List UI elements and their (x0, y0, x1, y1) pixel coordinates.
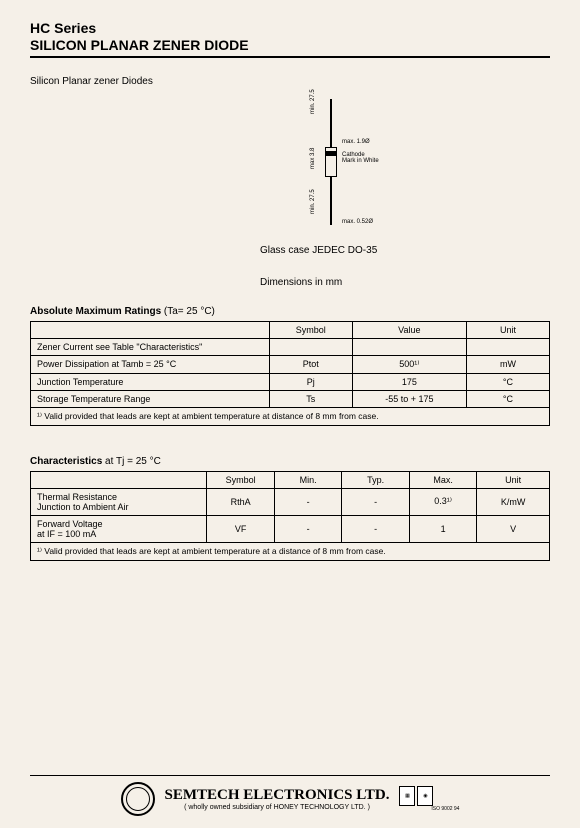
diagram-cathode-band (325, 151, 337, 156)
char-symbol: RthA (207, 488, 274, 515)
char-min: - (274, 488, 341, 515)
characteristics-title-text: Characteristics (30, 456, 102, 467)
cert-badge-icon: ▦ (399, 786, 415, 806)
table-row: Thermal Resistance Junction to Ambient A… (31, 488, 550, 515)
table-row: Forward Voltage at IF = 100 mA VF - - 1 … (31, 515, 550, 542)
ratings-unit: mW (466, 355, 549, 373)
char-col-typ: Typ. (342, 471, 409, 488)
page-footer: SEMTECH ELECTRONICS LTD. ( wholly owned … (0, 775, 580, 816)
ratings-value: -55 to + 175 (352, 390, 466, 407)
ratings-param: Junction Temperature (31, 373, 270, 390)
cert-badge-icon: ◉ (417, 786, 433, 806)
char-param-l2: at IF = 100 mA (37, 529, 96, 539)
ratings-title-text: Absolute Maximum Ratings (30, 306, 161, 317)
ratings-col-value: Value (352, 321, 466, 338)
char-unit: V (477, 515, 550, 542)
characteristics-footnote: ¹⁾ Valid provided that leads are kept at… (31, 542, 550, 560)
ratings-symbol: Ts (269, 390, 352, 407)
ratings-param: Power Dissipation at Tamb = 25 °C (31, 355, 270, 373)
characteristics-table: Symbol Min. Typ. Max. Unit Thermal Resis… (30, 471, 550, 561)
table-row: Zener Current see Table "Characteristics… (31, 338, 550, 355)
package-caption: Glass case JEDEC DO-35 (260, 245, 377, 256)
product-heading: SILICON PLANAR ZENER DIODE (30, 37, 550, 54)
ratings-unit (466, 338, 549, 355)
dimensions-note: Dimensions in mm (260, 277, 550, 288)
ratings-symbol (269, 338, 352, 355)
page-content: HC Series SILICON PLANAR ZENER DIODE Sil… (0, 0, 580, 571)
ratings-param: Zener Current see Table "Characteristics… (31, 338, 270, 355)
series-heading: HC Series (30, 20, 550, 37)
dim-top-lead: min. 27.5 (310, 89, 316, 114)
description-text: Silicon Planar zener Diodes (30, 76, 550, 87)
characteristics-condition: at Tj = 25 °C (102, 456, 161, 467)
dim-body-height: max 3.8 (310, 147, 316, 168)
ratings-condition: (Ta= 25 °C) (161, 306, 215, 317)
ratings-col-param (31, 321, 270, 338)
cathode-label-line1: Cathode (342, 152, 365, 158)
char-col-min: Min. (274, 471, 341, 488)
cathode-label: Cathode Mark in White (342, 152, 379, 165)
char-param: Forward Voltage at IF = 100 mA (31, 515, 207, 542)
ratings-unit: °C (466, 373, 549, 390)
ratings-param: Storage Temperature Range (31, 390, 270, 407)
ratings-symbol: Ptot (269, 355, 352, 373)
ratings-col-symbol: Symbol (269, 321, 352, 338)
ratings-footnote-row: ¹⁾ Valid provided that leads are kept at… (31, 407, 550, 425)
char-param-l1: Thermal Resistance (37, 492, 117, 502)
char-param-l2: Junction to Ambient Air (37, 502, 129, 512)
ratings-table: Symbol Value Unit Zener Current see Tabl… (30, 321, 550, 426)
diagram-lead-top (330, 99, 332, 147)
company-subsidiary: ( wholly owned subsidiary of HONEY TECHN… (165, 804, 390, 811)
char-typ: - (342, 488, 409, 515)
char-typ: - (342, 515, 409, 542)
dim-lead-width: max. 0.52Ø (342, 219, 373, 225)
ratings-value: 500¹⁾ (352, 355, 466, 373)
char-col-max: Max. (409, 471, 476, 488)
char-max: 1 (409, 515, 476, 542)
table-header-row: Symbol Min. Typ. Max. Unit (31, 471, 550, 488)
ratings-value (352, 338, 466, 355)
char-unit: K/mW (477, 488, 550, 515)
package-diagram: min. 27.5 max 3.8 min. 27.5 max. 1.9Ø ma… (30, 99, 550, 259)
char-min: - (274, 515, 341, 542)
cathode-label-line2: Mark in White (342, 158, 379, 164)
ratings-col-unit: Unit (466, 321, 549, 338)
diagram-lead-bottom (330, 177, 332, 225)
table-header-row: Symbol Value Unit (31, 321, 550, 338)
ratings-value: 175 (352, 373, 466, 390)
characteristics-footnote-row: ¹⁾ Valid provided that leads are kept at… (31, 542, 550, 560)
char-max: 0.3¹⁾ (409, 488, 476, 515)
cert-block: ▦ ◉ ISO 9002 94 (399, 786, 459, 812)
dim-bottom-lead: min. 27.5 (310, 189, 316, 214)
company-logo-icon (121, 782, 155, 816)
footer-rule (30, 775, 550, 776)
table-row: Junction Temperature Pj 175 °C (31, 373, 550, 390)
heading-rule (30, 56, 550, 58)
characteristics-title: Characteristics at Tj = 25 °C (30, 456, 550, 467)
ratings-unit: °C (466, 390, 549, 407)
dim-body-width: max. 1.9Ø (342, 139, 370, 145)
company-name: SEMTECH ELECTRONICS LTD. (165, 787, 390, 804)
table-row: Storage Temperature Range Ts -55 to + 17… (31, 390, 550, 407)
table-row: Power Dissipation at Tamb = 25 °C Ptot 5… (31, 355, 550, 373)
company-block: SEMTECH ELECTRONICS LTD. ( wholly owned … (165, 787, 390, 811)
char-param: Thermal Resistance Junction to Ambient A… (31, 488, 207, 515)
char-col-unit: Unit (477, 471, 550, 488)
char-symbol: VF (207, 515, 274, 542)
ratings-title: Absolute Maximum Ratings (Ta= 25 °C) (30, 306, 550, 317)
ratings-footnote: ¹⁾ Valid provided that leads are kept at… (31, 407, 550, 425)
cert-text: ISO 9002 94 (399, 806, 459, 812)
char-param-l1: Forward Voltage (37, 519, 103, 529)
ratings-symbol: Pj (269, 373, 352, 390)
char-col-symbol: Symbol (207, 471, 274, 488)
char-col-param (31, 471, 207, 488)
